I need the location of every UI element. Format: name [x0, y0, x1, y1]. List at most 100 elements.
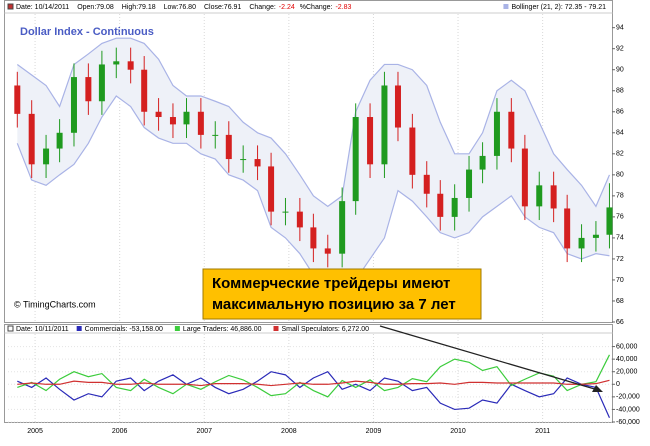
annotation-line: Коммерческие трейдеры имеют	[212, 275, 450, 292]
candle-body	[550, 185, 557, 209]
candle-body	[578, 237, 585, 249]
candle-body	[169, 117, 176, 125]
y-tick-label: 80	[616, 172, 624, 179]
y-tick-label: 86	[616, 109, 624, 116]
series-line	[17, 370, 611, 418]
y-tick-label: 92	[616, 46, 624, 53]
candle-body	[536, 185, 543, 207]
y-tick-label: 76	[616, 214, 624, 221]
candle-body	[43, 148, 50, 165]
header-icon	[7, 325, 14, 332]
candle-body	[155, 111, 162, 118]
series-line	[17, 354, 610, 398]
annotation-line: максимальную позицию за 7 лет	[212, 296, 456, 313]
x-tick-label: 2005	[27, 428, 43, 435]
chart-title: Dollar Index - Continuous	[20, 26, 154, 38]
candle-body	[296, 211, 303, 228]
legend-label: Commercials: -53,158.00	[85, 326, 163, 333]
candle-body	[381, 85, 388, 165]
header-value: -2.83	[335, 4, 351, 11]
candle-body	[197, 111, 204, 135]
credit: © TimingCharts.com	[14, 299, 96, 309]
y-tick-label: 60,000	[616, 343, 638, 350]
candle-body	[437, 193, 444, 217]
candle-body	[451, 197, 458, 217]
y-tick-label: -40,000	[616, 406, 640, 413]
legend-label: Large Traders: 46,886.00	[183, 326, 262, 333]
candle-body	[98, 64, 105, 102]
y-tick-label: 74	[616, 235, 624, 242]
candle-body	[409, 127, 416, 175]
header-item: Open:79.08	[77, 4, 114, 11]
candle-body	[466, 169, 473, 198]
band-label: Bollinger (21, 2): 72.35 - 79.21	[511, 4, 606, 11]
legend-swatch	[76, 326, 82, 331]
candle-body	[394, 85, 401, 128]
legend-swatch	[273, 326, 279, 331]
header-item: Close:76.91	[204, 4, 241, 11]
candle-body	[479, 155, 486, 170]
header-item: Date: 10/14/2011	[16, 4, 69, 11]
candle-body	[423, 174, 430, 194]
price-panel-frame	[4, 0, 613, 323]
y-tick-label: -60,000	[616, 419, 640, 426]
candle-body	[56, 132, 63, 149]
header-item: Low:76.80	[164, 4, 196, 11]
candle-body	[352, 117, 359, 202]
candle-body	[183, 111, 190, 125]
x-tick-label: 2009	[366, 428, 382, 435]
candle-body	[521, 148, 528, 207]
y-tick-label: -20,000	[616, 394, 640, 401]
band-fill	[17, 38, 610, 286]
y-tick-label: 94	[616, 25, 624, 32]
header-item: %Change:	[300, 4, 333, 11]
x-tick-label: 2011	[535, 428, 550, 435]
candle-body	[339, 201, 346, 254]
candle-body	[254, 159, 261, 167]
candle-body	[240, 159, 247, 161]
candle-body	[14, 85, 21, 114]
header-icon	[7, 3, 14, 10]
x-tick-label: 2006	[112, 428, 128, 435]
candle-body	[493, 111, 500, 156]
candle-body	[212, 134, 219, 136]
band-icon	[503, 4, 509, 9]
y-tick-label: 40,000	[616, 356, 638, 363]
candle-body	[508, 111, 515, 149]
x-tick-label: 2010	[450, 428, 466, 435]
legend-label: Small Speculators: 6,272.00	[282, 326, 370, 333]
y-tick-label: 20,000	[616, 369, 638, 376]
y-tick-label: 78	[616, 193, 624, 200]
series-line	[17, 379, 610, 387]
candle-body	[310, 227, 317, 249]
y-tick-label: 72	[616, 256, 624, 263]
y-tick-label: 84	[616, 130, 624, 137]
y-tick-label: 88	[616, 88, 624, 95]
header-item: Date: 10/11/2011	[16, 326, 69, 333]
y-tick-label: 66	[616, 319, 624, 326]
legend-swatch	[174, 326, 180, 331]
candle-body	[592, 234, 599, 238]
annotation-box	[202, 268, 482, 320]
y-tick-label: 0	[616, 381, 620, 388]
y-tick-label: 68	[616, 298, 624, 305]
arrow-head	[592, 385, 603, 392]
x-tick-label: 2008	[281, 428, 297, 435]
plot: Date: 10/14/2011 Open:79.08 High:79.18 Low:…	[7, 3, 640, 435]
header-value: -2.24	[279, 4, 295, 11]
candle-body	[268, 166, 275, 212]
header-item: High:79.18	[122, 4, 156, 11]
y-tick-label: 70	[616, 277, 624, 284]
candle-body	[564, 208, 571, 249]
candle-body	[324, 248, 331, 254]
candle-body	[85, 77, 92, 102]
arrow-line	[379, 325, 599, 391]
candle-body	[141, 69, 148, 112]
x-tick-label: 2007	[196, 428, 212, 435]
candle-body	[282, 211, 289, 213]
candle-body	[127, 61, 134, 70]
y-tick-label: 82	[616, 151, 624, 158]
y-tick-label: 90	[616, 67, 624, 74]
candle-body	[28, 113, 35, 165]
